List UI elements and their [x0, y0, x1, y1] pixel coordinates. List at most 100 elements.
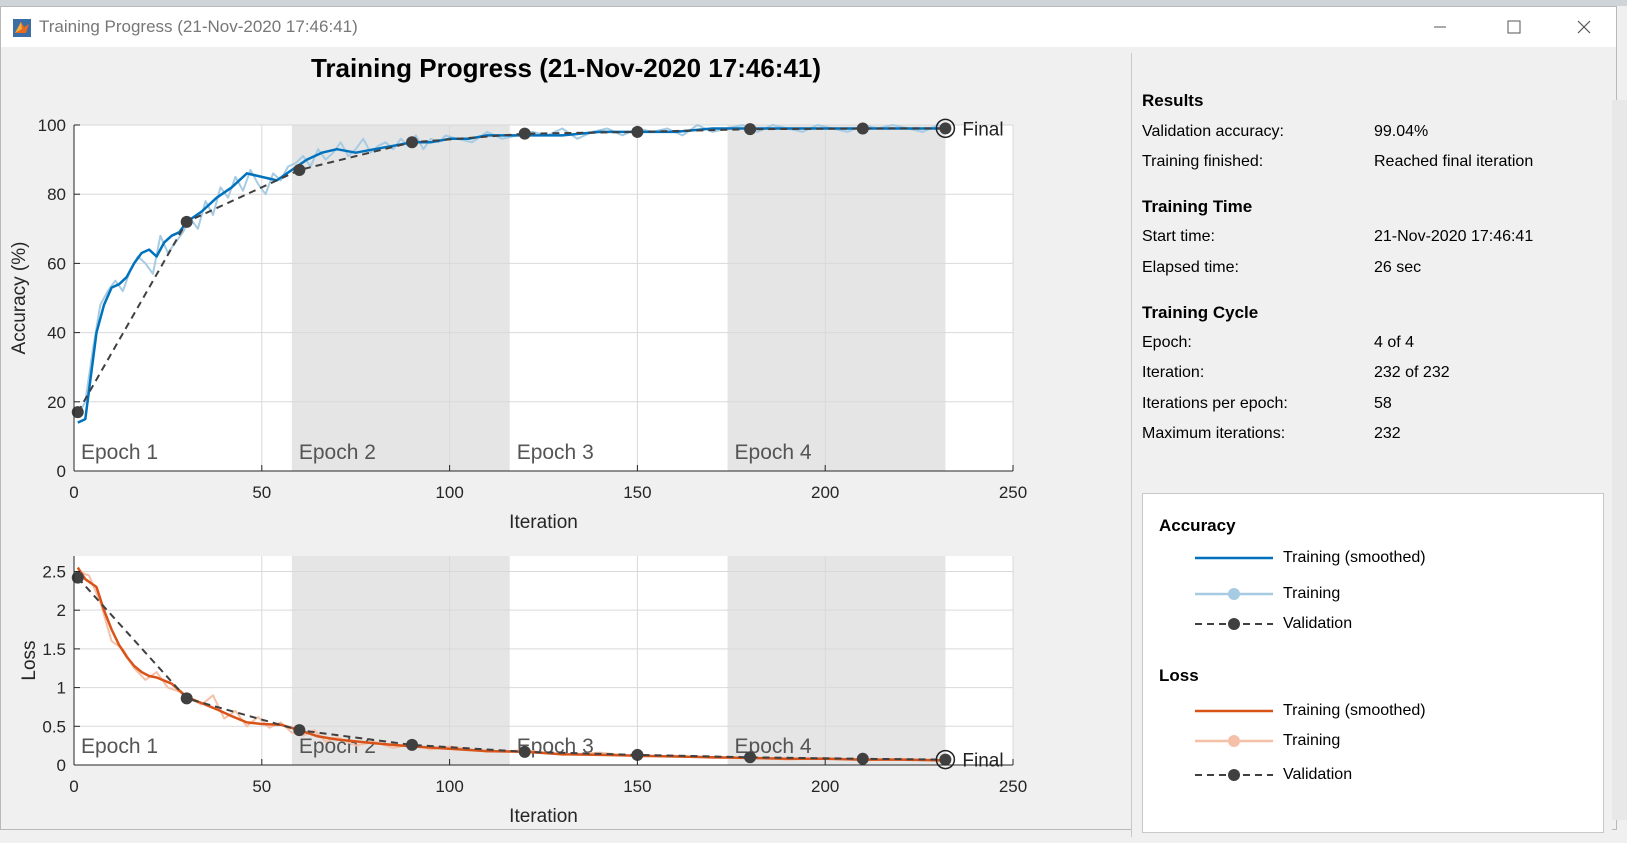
loss-validation-point	[631, 748, 644, 761]
loss-y-tick-label: 2	[57, 601, 66, 620]
loss-y-tick-label: 1	[57, 679, 66, 698]
loss-y-tick-label: 0.5	[42, 717, 66, 736]
accuracy-validation-point	[293, 163, 306, 176]
accuracy-y-tick-label: 20	[47, 393, 66, 412]
accuracy-validation-point	[744, 123, 757, 136]
maximum-iterations-label: Maximum iterations:	[1142, 425, 1286, 442]
validation-accuracy-value: 99.04%	[1374, 123, 1429, 140]
info-panel: Results Validation accuracy: 99.04% Trai…	[1131, 53, 1612, 837]
iteration-value: 232 of 232	[1374, 364, 1450, 381]
accuracy-validation-point	[518, 127, 531, 140]
validation-accuracy-label: Validation accuracy:	[1142, 123, 1284, 140]
iteration-label: Iteration:	[1142, 364, 1205, 381]
loss-x-axis-label: Iteration	[509, 806, 578, 827]
accuracy-validation-point	[856, 122, 869, 135]
accuracy-epoch-label: Epoch 4	[735, 441, 812, 464]
loss-validation-point	[744, 751, 757, 764]
legend-accuracy-training-label: Training	[1283, 585, 1341, 602]
accuracy-y-tick-label: 100	[38, 116, 66, 135]
accuracy-x-tick-label: 50	[252, 483, 271, 502]
accuracy-y-tick-label: 40	[47, 324, 66, 343]
loss-epoch-label: Epoch 1	[81, 735, 158, 758]
legend-loss-validation-label: Validation	[1283, 766, 1353, 783]
accuracy-epoch-shade	[291, 125, 510, 471]
loss-validation-point	[939, 753, 952, 766]
legend-accuracy-validation-label: Validation	[1283, 615, 1353, 632]
accuracy-final-label: Final	[962, 119, 1003, 140]
loss-y-tick-label: 0	[57, 756, 66, 775]
accuracy-x-tick-label: 250	[999, 483, 1027, 502]
training-finished-value: Reached final iteration	[1374, 153, 1534, 170]
title-bar[interactable]: Training Progress (21-Nov-2020 17:46:41)	[1, 7, 1616, 47]
desktop-background	[0, 0, 1627, 6]
maximum-iterations-value: 232	[1374, 425, 1401, 442]
training-time-title: Training Time	[1142, 197, 1253, 216]
minimize-icon	[1434, 26, 1446, 28]
loss-y-tick-label: 1.5	[42, 640, 66, 659]
training-progress-window: Training Progress (21-Nov-2020 17:46:41)…	[0, 6, 1617, 837]
loss-final-label: Final	[962, 751, 1003, 772]
training-cycle-title: Training Cycle	[1142, 303, 1259, 322]
accuracy-validation-point	[71, 406, 84, 419]
loss-validation-point	[180, 692, 193, 705]
accuracy-x-tick-label: 0	[69, 483, 78, 502]
accuracy-epoch-label: Epoch 2	[299, 441, 376, 464]
results-title: Results	[1142, 91, 1204, 110]
loss-validation-point	[406, 738, 419, 751]
loss-epoch-shade	[291, 556, 510, 765]
iterations-per-epoch-value: 58	[1374, 395, 1392, 412]
background-window-edge	[1612, 100, 1627, 820]
start-time-value: 21-Nov-2020 17:46:41	[1374, 228, 1534, 245]
accuracy-y-tick-label: 60	[47, 254, 66, 273]
loss-x-tick-label: 200	[811, 777, 839, 796]
minimize-button[interactable]	[1407, 7, 1473, 47]
legend-loss-training-label: Training	[1283, 732, 1341, 749]
accuracy-y-tick-label: 0	[57, 462, 66, 481]
elapsed-time-label: Elapsed time:	[1142, 259, 1239, 276]
maximize-icon	[1507, 20, 1521, 34]
loss-validation-point	[856, 752, 869, 765]
matlab-icon	[13, 19, 31, 37]
epoch-label: Epoch:	[1142, 334, 1192, 351]
legend-loss-title: Loss	[1159, 666, 1199, 685]
loss-epoch-label: Epoch 4	[735, 735, 812, 758]
accuracy-validation-point	[939, 122, 952, 135]
accuracy-epoch-label: Epoch 1	[81, 441, 158, 464]
window-title: Training Progress (21-Nov-2020 17:46:41)	[39, 17, 358, 36]
loss-validation-point	[518, 745, 531, 758]
close-button[interactable]	[1551, 7, 1617, 47]
accuracy-validation-point	[406, 136, 419, 149]
legend-loss-training-symbol	[1195, 735, 1273, 747]
maximize-button[interactable]	[1481, 7, 1547, 47]
accuracy-epoch-shade	[727, 125, 946, 471]
close-icon	[1577, 20, 1591, 34]
loss-x-tick-label: 0	[69, 777, 78, 796]
training-finished-label: Training finished:	[1142, 153, 1264, 170]
legend-loss-smoothed-symbol	[1195, 709, 1273, 713]
loss-x-tick-label: 250	[999, 777, 1027, 796]
iterations-per-epoch-label: Iterations per epoch:	[1142, 395, 1288, 412]
legend-accuracy-smoothed-symbol	[1195, 556, 1273, 560]
loss-final-marker	[935, 749, 956, 770]
start-time-label: Start time:	[1142, 228, 1215, 245]
legend-accuracy-training-symbol	[1195, 588, 1273, 600]
figure-title: Training Progress (21-Nov-2020 17:46:41)	[310, 53, 822, 83]
elapsed-time-value: 26 sec	[1374, 259, 1422, 276]
accuracy-x-tick-label: 150	[623, 483, 651, 502]
legend-accuracy-smoothed-label: Training (smoothed)	[1283, 549, 1426, 566]
legend-accuracy-validation-symbol	[1195, 618, 1273, 630]
legend-box: Accuracy Training (smoothed) Training Va…	[1142, 493, 1604, 833]
accuracy-x-axis-label: Iteration	[509, 512, 578, 533]
accuracy-x-tick-label: 100	[435, 483, 463, 502]
loss-y-tick-label: 2.5	[42, 562, 66, 581]
accuracy-final-marker	[935, 118, 956, 139]
accuracy-x-tick-label: 200	[811, 483, 839, 502]
accuracy-series-training-smoothed	[77, 127, 946, 424]
loss-validation-point	[293, 724, 306, 737]
accuracy-validation-point	[631, 125, 644, 138]
loss-validation-point	[71, 571, 84, 584]
loss-x-tick-label: 150	[623, 777, 651, 796]
loss-y-axis-label: Loss	[19, 640, 40, 680]
legend-accuracy-title: Accuracy	[1159, 516, 1236, 535]
